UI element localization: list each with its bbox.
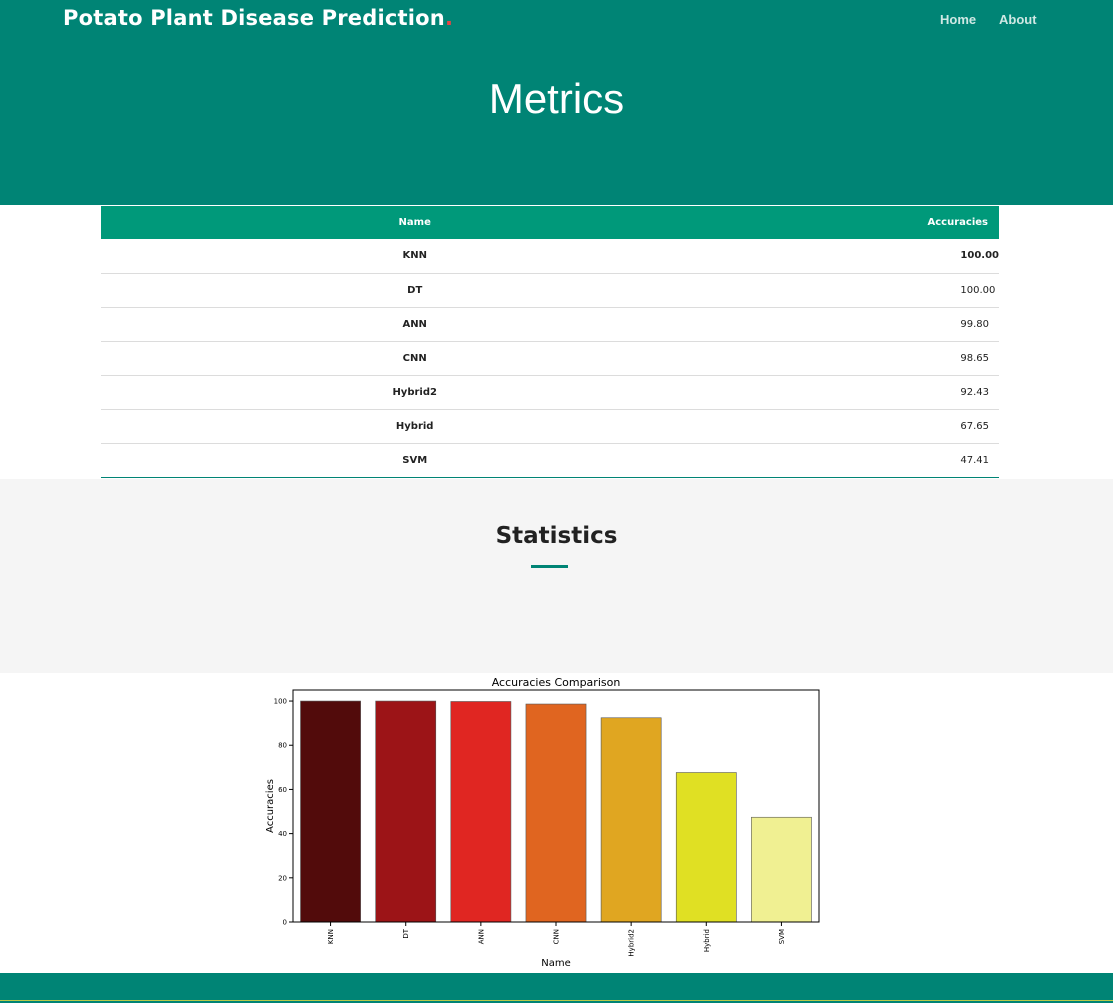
table-header-row: Name Accuracies <box>101 206 999 239</box>
chart-title: Accuracies Comparison <box>492 676 621 689</box>
bar-cnn <box>525 703 587 923</box>
cell-model-name: KNN <box>101 239 729 274</box>
cell-accuracy: 100.00 <box>728 239 999 274</box>
bar-ann <box>450 701 512 923</box>
x-axis-label: Name <box>541 958 571 969</box>
bar-knn <box>300 700 361 923</box>
title-underline <box>531 565 568 568</box>
cell-accuracy: 92.43 <box>728 375 999 410</box>
x-tick-label: KNN <box>327 929 335 944</box>
cell-accuracy: 67.65 <box>728 409 999 444</box>
bar-svm <box>751 816 812 923</box>
x-tick-label: Hybrid <box>703 929 711 952</box>
bar-hybrid2 <box>600 717 662 923</box>
table-row: SVM 47.41 <box>101 443 999 478</box>
column-header-name[interactable]: Name <box>101 206 729 239</box>
hero-banner: Metrics <box>0 47 1113 205</box>
brand-logo[interactable]: Potato Plant Disease Prediction. <box>63 6 453 30</box>
column-header-accuracies[interactable]: Accuracies <box>728 206 999 239</box>
metrics-table: Name Accuracies KNN 100.00 DT 100.00 ANN 99.8… <box>101 206 999 478</box>
y-axis-label: Accuracies <box>265 779 276 833</box>
y-tick-label: 60 <box>278 786 287 794</box>
cell-model-name: Hybrid2 <box>101 375 729 410</box>
brand-dot: . <box>444 6 454 30</box>
table-row: ANN 99.80 <box>101 307 999 342</box>
y-tick-label: 80 <box>278 742 287 750</box>
section-title: Statistics <box>495 523 618 549</box>
nav-link-home[interactable]: Home <box>940 12 977 27</box>
brand-text: Potato Plant Disease Prediction <box>63 6 445 30</box>
table-row: Hybrid 67.65 <box>101 409 999 444</box>
cell-model-name: Hybrid <box>101 409 729 444</box>
y-tick-label: 100 <box>274 698 287 706</box>
accuracies-bar-chart: Accuracies Comparison 0 20 40 60 80 100 KNN DT AN… <box>265 676 820 969</box>
table-body: KNN 100.00 DT 100.00 ANN 99.80 CNN 98.65 Hybrid2… <box>101 239 999 478</box>
cell-model-name: SVM <box>101 443 729 478</box>
nav-link-about[interactable]: About <box>999 12 1037 27</box>
cell-accuracy: 47.41 <box>728 443 999 478</box>
x-tick-label: SVM <box>778 929 786 944</box>
cell-accuracy: 99.80 <box>728 307 999 342</box>
table-row: DT 100.00 <box>101 273 999 308</box>
bar-dt <box>375 700 437 923</box>
y-tick-label: 40 <box>278 830 287 838</box>
table-row: KNN 100.00 <box>101 239 999 274</box>
table-row: Hybrid2 92.43 <box>101 375 999 410</box>
navbar: Potato Plant Disease Prediction. Home Ab… <box>0 0 1113 47</box>
cell-model-name: DT <box>101 273 729 308</box>
plot-frame <box>292 689 820 923</box>
x-tick-label: DT <box>402 928 410 938</box>
table-row: CNN 98.65 <box>101 341 999 376</box>
y-tick-label: 0 <box>283 919 287 927</box>
x-tick-label: Hybrid2 <box>628 929 636 957</box>
x-tick-label: CNN <box>553 929 561 944</box>
cell-accuracy: 98.65 <box>728 341 999 376</box>
footer <box>0 973 1113 1003</box>
y-tick-label: 20 <box>278 874 287 882</box>
x-tick-label: ANN <box>477 929 485 944</box>
statistics-section: Statistics <box>0 479 1113 673</box>
page-title: Metrics <box>488 75 625 122</box>
cell-accuracy: 100.00 <box>728 273 999 308</box>
footer-divider <box>0 1000 1113 1001</box>
bar-hybrid <box>675 772 737 923</box>
cell-model-name: ANN <box>101 307 729 342</box>
cell-model-name: CNN <box>101 341 729 376</box>
